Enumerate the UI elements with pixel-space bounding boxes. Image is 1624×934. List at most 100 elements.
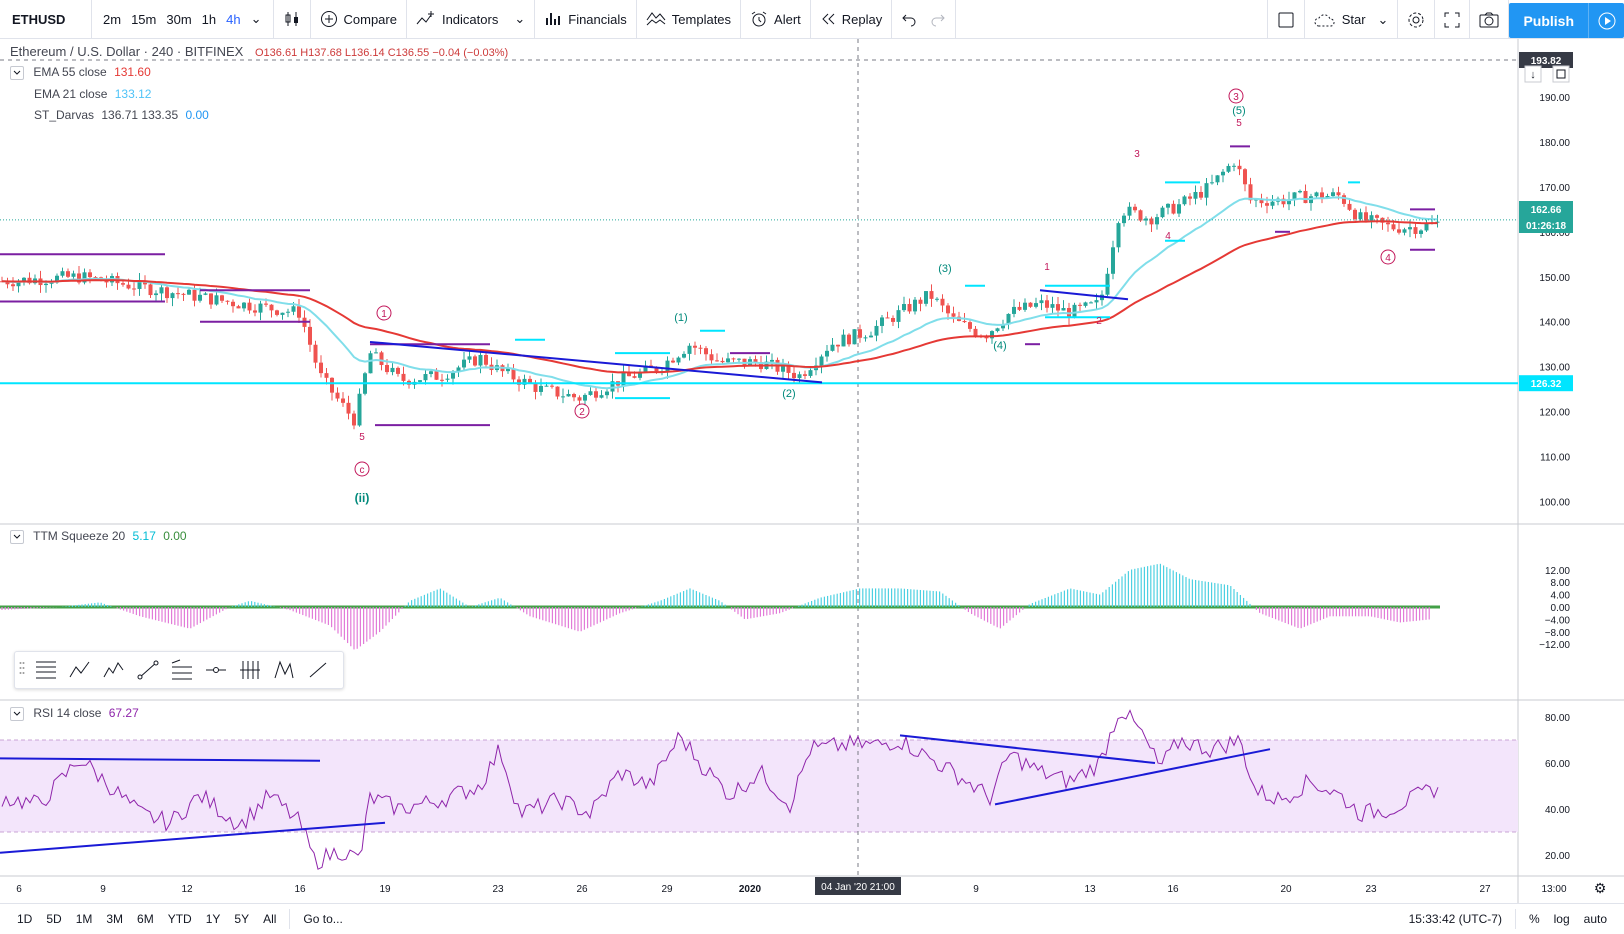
pattern-tool[interactable]: [267, 653, 301, 687]
chevron-down-icon[interactable]: ⌄: [250, 11, 262, 26]
horizontal-ray-tool[interactable]: [199, 653, 233, 687]
ema21-legend[interactable]: EMA 21 close 133.12: [34, 87, 151, 101]
collapse-toggle[interactable]: [10, 706, 24, 721]
range-all[interactable]: All: [263, 912, 277, 926]
undo-icon: [902, 14, 916, 27]
interval-selector[interactable]: 2m 15m 30m 1h 4h ⌄: [92, 0, 274, 39]
interval-1h[interactable]: 1h: [201, 11, 217, 27]
settings-button[interactable]: [1398, 0, 1436, 39]
indicators-button[interactable]: Indicators ⌄: [407, 0, 536, 39]
interval-4h[interactable]: 4h: [226, 11, 241, 27]
candle-down: [11, 284, 15, 287]
redo-button[interactable]: [921, 0, 957, 39]
candle-up: [1210, 182, 1214, 184]
clock[interactable]: 15:33:42 (UTC-7): [1408, 912, 1502, 926]
elliott-wave-tool[interactable]: [97, 653, 131, 687]
range-1d[interactable]: 1D: [17, 912, 33, 926]
candle-down: [308, 326, 312, 345]
wave-label: 3: [1134, 149, 1140, 160]
candle-down: [236, 306, 241, 309]
goto-date-button[interactable]: Go to...: [303, 912, 343, 926]
fullscreen-button[interactable]: [1435, 0, 1471, 39]
interval-30m[interactable]: 30m: [166, 11, 192, 27]
symbol-search[interactable]: ETHUSD: [0, 0, 92, 39]
log-scale-toggle[interactable]: log: [1553, 912, 1570, 926]
candle-up: [687, 345, 692, 354]
financials-button[interactable]: Financials: [535, 0, 637, 39]
publish-video-button[interactable]: [1588, 3, 1624, 38]
snapshot-button[interactable]: [1470, 0, 1510, 39]
darvas-legend[interactable]: ST_Darvas 136.71 133.35 0.00: [34, 108, 209, 122]
candle-up: [544, 385, 549, 387]
star-button[interactable]: Star ⌄: [1305, 0, 1399, 39]
abcd-pattern-tool[interactable]: [63, 653, 97, 687]
time-tick-label: 27: [1479, 884, 1491, 895]
candle-up: [82, 272, 87, 283]
candle-up: [286, 311, 290, 313]
elliott-wave-icon: [103, 662, 124, 678]
wave-label: (1): [674, 312, 687, 324]
candle-down: [891, 317, 895, 322]
ttm-tick-label: −12.00: [1539, 640, 1570, 651]
range-3m[interactable]: 3M: [106, 912, 124, 926]
templates-button[interactable]: Templates: [637, 0, 742, 39]
candle-up: [137, 280, 142, 289]
compare-button[interactable]: Compare: [311, 0, 407, 39]
candle-up: [1094, 300, 1099, 303]
range-5y[interactable]: 5Y: [234, 912, 250, 926]
candle-down: [885, 317, 890, 319]
interval-15m[interactable]: 15m: [131, 11, 157, 27]
collapse-toggle[interactable]: [10, 65, 24, 80]
candle-up: [203, 293, 208, 295]
range-ytd[interactable]: YTD: [167, 912, 192, 926]
replay-button[interactable]: Replay: [811, 0, 893, 39]
candle-down: [1078, 304, 1082, 306]
range-5d[interactable]: 5D: [46, 912, 62, 926]
candle-down: [962, 320, 967, 323]
trend-line-tool[interactable]: [131, 653, 165, 687]
collapse-toggle[interactable]: [10, 529, 24, 544]
ema55-legend[interactable]: EMA 55 close 131.60: [10, 65, 151, 80]
ray-tool[interactable]: [301, 653, 335, 687]
rsi-legend[interactable]: RSI 14 close 67.27: [10, 706, 139, 721]
candle-down: [973, 328, 978, 336]
vertical-lines-icon: [240, 661, 260, 679]
templates-icon: [646, 12, 666, 26]
candle-up: [1160, 207, 1165, 218]
auto-scale-toggle[interactable]: auto: [1583, 912, 1607, 926]
chart-style-button[interactable]: [274, 0, 311, 39]
candle-up: [374, 352, 378, 354]
candle-up: [368, 353, 373, 374]
price-tick-label: 140.00: [1539, 318, 1570, 329]
interval-2m[interactable]: 2m: [103, 11, 122, 27]
candle-up: [874, 325, 879, 336]
fib-retracement-tool[interactable]: [29, 653, 63, 687]
ttm-legend[interactable]: TTM Squeeze 20 5.17 0.00: [10, 529, 187, 544]
range-6m[interactable]: 6M: [137, 912, 154, 926]
rsi-trend-line: [0, 821, 386, 854]
vertical-lines-tool[interactable]: [233, 653, 267, 687]
chevron-down-icon: [13, 711, 21, 716]
candle-down: [1248, 184, 1253, 201]
undo-button[interactable]: [892, 0, 921, 39]
drag-handle[interactable]: [15, 653, 29, 687]
candle-up: [643, 365, 648, 372]
candle-up: [1116, 223, 1121, 248]
range-1y[interactable]: 1Y: [205, 912, 221, 926]
candle-up: [49, 282, 54, 284]
candle-down: [181, 293, 186, 295]
range-1m[interactable]: 1M: [75, 912, 93, 926]
publish-button[interactable]: Publish: [1509, 3, 1588, 38]
time-tick-label: 23: [492, 884, 504, 895]
wave-label: 2: [579, 407, 585, 418]
chart-canvas[interactable]: 190.00180.00170.00160.00150.00140.00130.…: [0, 39, 1624, 903]
candle-up: [467, 356, 472, 360]
candle-up: [258, 303, 263, 313]
candle-down: [753, 359, 758, 363]
arrow-down-icon: ↓: [1530, 69, 1536, 81]
candle-up: [456, 367, 461, 372]
parallel-channel-tool[interactable]: [165, 653, 199, 687]
percent-scale-toggle[interactable]: %: [1528, 912, 1540, 926]
alert-button[interactable]: Alert: [741, 0, 811, 39]
fullscreen-square-button[interactable]: [1266, 0, 1305, 39]
